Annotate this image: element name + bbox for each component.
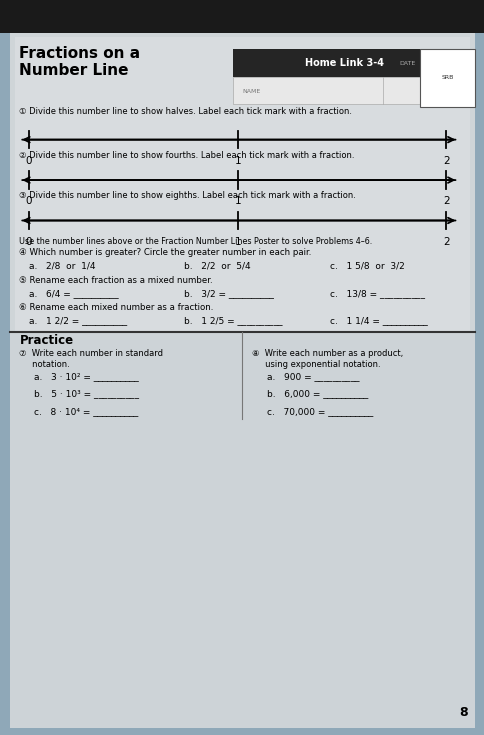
Text: b.   6,000 = __________: b. 6,000 = __________ (266, 390, 367, 398)
Text: a.   1 2/2 = __________: a. 1 2/2 = __________ (29, 316, 127, 325)
Text: ⑦  Write each number in standard
     notation.: ⑦ Write each number in standard notation… (19, 349, 163, 369)
Bar (232, 77, 455, 104)
Text: 8: 8 (458, 706, 467, 719)
Text: ① Divide this number line to show halves. Label each tick mark with a fraction.: ① Divide this number line to show halves… (19, 107, 352, 115)
Bar (0, 0, 484, 33)
Text: ⑤ Rename each fraction as a mixed number.: ⑤ Rename each fraction as a mixed number… (19, 276, 212, 284)
Text: c.   8 · 10⁴ = __________: c. 8 · 10⁴ = __________ (34, 407, 138, 416)
Text: 1: 1 (234, 237, 241, 247)
Text: c.   1 5/8  or  3/2: c. 1 5/8 or 3/2 (329, 262, 404, 270)
Text: 2: 2 (442, 196, 449, 207)
Text: b.   2/2  or  5/4: b. 2/2 or 5/4 (184, 262, 250, 270)
Text: a.   900 = __________: a. 900 = __________ (266, 372, 359, 381)
Text: b.   1 2/5 = __________: b. 1 2/5 = __________ (184, 316, 282, 325)
Text: Fractions on a
Number Line: Fractions on a Number Line (19, 46, 140, 78)
Text: TIME: TIME (438, 61, 453, 65)
Text: b.   5 · 10³ = __________: b. 5 · 10³ = __________ (34, 390, 138, 398)
Text: ③ Divide this number line to show eighths. Label each tick mark with a fraction.: ③ Divide this number line to show eighth… (19, 191, 356, 200)
Text: DATE: DATE (398, 61, 415, 65)
Text: c.   13/8 = __________: c. 13/8 = __________ (329, 289, 424, 298)
Bar (232, 49, 455, 77)
Text: SRB: SRB (440, 76, 453, 80)
Text: c.   1 1/4 = __________: c. 1 1/4 = __________ (329, 316, 427, 325)
Text: Practice: Practice (19, 334, 74, 348)
Text: a.   6/4 = __________: a. 6/4 = __________ (29, 289, 119, 298)
Text: 2: 2 (442, 156, 449, 166)
Text: NAME: NAME (242, 89, 260, 93)
Text: 2: 2 (442, 237, 449, 247)
Text: b.   3/2 = __________: b. 3/2 = __________ (184, 289, 273, 298)
Text: c.   70,000 = __________: c. 70,000 = __________ (266, 407, 372, 416)
Text: ② Divide this number line to show fourths. Label each tick mark with a fraction.: ② Divide this number line to show fourth… (19, 151, 354, 159)
Text: 0: 0 (26, 156, 32, 166)
Text: Use the number lines above or the Fraction Number Lines Poster to solve Problems: Use the number lines above or the Fracti… (19, 237, 372, 245)
Text: a.   3 · 10² = __________: a. 3 · 10² = __________ (34, 372, 138, 381)
Bar (419, 49, 474, 107)
Text: ⑥ Rename each mixed number as a fraction.: ⑥ Rename each mixed number as a fraction… (19, 303, 213, 312)
Text: 0: 0 (26, 237, 32, 247)
Bar (10, 333, 474, 728)
Text: ④ Which number is greater? Circle the greater number in each pair.: ④ Which number is greater? Circle the gr… (19, 248, 311, 257)
Text: a.   2/8  or  1/4: a. 2/8 or 1/4 (29, 262, 95, 270)
Text: 1: 1 (234, 156, 241, 166)
Text: 1: 1 (234, 196, 241, 207)
Text: ⑧  Write each number as a product,
     using exponential notation.: ⑧ Write each number as a product, using … (252, 349, 403, 369)
Text: Home Link 3-4: Home Link 3-4 (304, 58, 383, 68)
Text: 0: 0 (26, 196, 32, 207)
